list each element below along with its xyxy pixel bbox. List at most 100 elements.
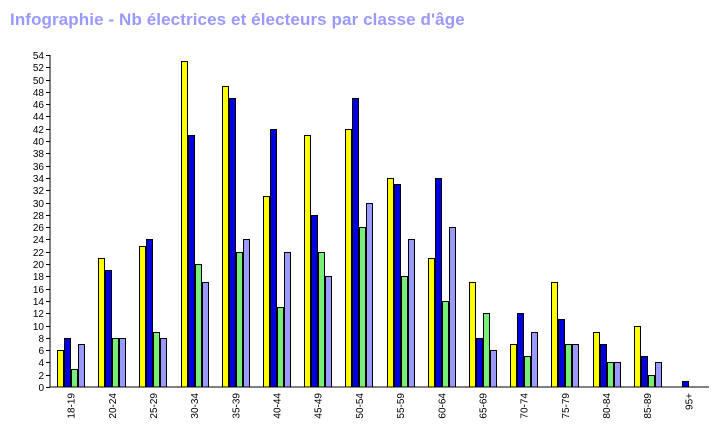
x-axis: 18-19 20-24 25-29 30-34 35-39 40-44 45-49 50-54… xyxy=(50,386,709,419)
bar xyxy=(593,332,600,388)
x-tick-label: 95+ xyxy=(684,393,695,410)
bar xyxy=(64,338,71,388)
y-tick-label: 30 xyxy=(33,199,45,210)
chart-title: Infographie - Nb électrices et électeurs… xyxy=(10,10,465,29)
y-axis: 0246810121416182022242628303234363840424… xyxy=(33,51,51,394)
y-tick-label: 0 xyxy=(38,383,44,394)
y-tick-label: 8 xyxy=(38,334,44,345)
bar xyxy=(222,86,229,388)
y-tick-label: 24 xyxy=(33,235,45,246)
bar xyxy=(648,375,655,388)
bar xyxy=(345,129,352,388)
y-tick-label: 28 xyxy=(33,211,45,222)
bar xyxy=(435,178,442,388)
bar xyxy=(483,313,490,388)
bar xyxy=(394,184,401,388)
bar xyxy=(277,307,284,388)
bar xyxy=(524,356,531,388)
bar xyxy=(387,178,394,388)
bar xyxy=(71,369,78,388)
bar xyxy=(469,282,476,388)
x-tick-label: 45-49 xyxy=(314,393,325,419)
bar xyxy=(270,129,277,388)
bar xyxy=(607,362,614,388)
y-tick-label: 4 xyxy=(38,358,44,369)
y-tick-label: 32 xyxy=(33,186,45,197)
bar xyxy=(139,246,146,388)
x-tick-label: 55-59 xyxy=(396,393,407,419)
bar xyxy=(188,135,195,388)
x-tick-label: 75-79 xyxy=(561,393,572,419)
bar xyxy=(318,252,325,388)
bar xyxy=(634,326,641,388)
bar xyxy=(98,258,105,388)
bar xyxy=(153,332,160,388)
bar xyxy=(490,350,497,388)
bar xyxy=(401,276,408,388)
y-tick-label: 2 xyxy=(38,371,44,382)
x-tick-label: 20-24 xyxy=(108,393,119,419)
bar xyxy=(236,252,243,388)
x-tick-label: 25-29 xyxy=(149,393,160,419)
bar xyxy=(263,196,270,388)
y-tick-label: 18 xyxy=(33,272,45,283)
y-tick-label: 52 xyxy=(33,63,45,74)
y-tick-label: 36 xyxy=(33,162,45,173)
y-tick-label: 34 xyxy=(33,174,45,185)
y-tick-label: 10 xyxy=(33,322,45,333)
bar xyxy=(428,258,435,388)
bar xyxy=(284,252,291,388)
bar xyxy=(558,319,565,388)
y-tick-label: 14 xyxy=(33,297,45,308)
y-tick-label: 22 xyxy=(33,248,45,259)
bar xyxy=(202,282,209,388)
bar xyxy=(311,215,318,388)
bar xyxy=(160,338,167,388)
bar xyxy=(531,332,538,388)
bars xyxy=(57,61,689,388)
bar xyxy=(682,381,689,388)
bar xyxy=(408,239,415,388)
bar xyxy=(243,239,250,388)
y-tick-label: 6 xyxy=(38,346,44,357)
x-tick-label: 50-54 xyxy=(355,393,366,419)
bar xyxy=(442,301,449,388)
bar xyxy=(551,282,558,388)
bar xyxy=(614,362,621,388)
y-tick-label: 44 xyxy=(33,112,45,123)
x-tick-label: 40-44 xyxy=(273,393,284,419)
y-tick-label: 42 xyxy=(33,125,45,136)
x-tick-label: 85-89 xyxy=(643,393,654,419)
bar xyxy=(105,270,112,388)
y-tick-label: 40 xyxy=(33,137,45,148)
bar xyxy=(655,362,662,388)
bar xyxy=(229,98,236,388)
x-tick-label: 70-74 xyxy=(520,393,531,419)
bar xyxy=(572,344,579,388)
bar xyxy=(565,344,572,388)
bar xyxy=(146,239,153,388)
bar xyxy=(181,61,188,388)
bar xyxy=(449,227,456,388)
y-tick-label: 38 xyxy=(33,149,45,160)
bar xyxy=(476,338,483,388)
y-tick-label: 46 xyxy=(33,100,45,111)
x-tick-label: 60-64 xyxy=(437,393,448,419)
bar xyxy=(517,313,524,388)
y-tick-label: 26 xyxy=(33,223,45,234)
bar xyxy=(325,276,332,388)
y-tick-label: 20 xyxy=(33,260,45,271)
bar xyxy=(112,338,119,388)
y-tick-label: 54 xyxy=(33,51,45,62)
x-tick-label: 80-84 xyxy=(602,393,613,419)
x-tick-label: 35-39 xyxy=(231,393,242,419)
bar xyxy=(195,264,202,388)
bar xyxy=(119,338,126,388)
bar xyxy=(359,227,366,388)
bar xyxy=(352,98,359,388)
y-tick-label: 12 xyxy=(33,309,45,320)
bar xyxy=(641,356,648,388)
bar xyxy=(78,344,85,388)
y-tick-label: 16 xyxy=(33,285,45,296)
